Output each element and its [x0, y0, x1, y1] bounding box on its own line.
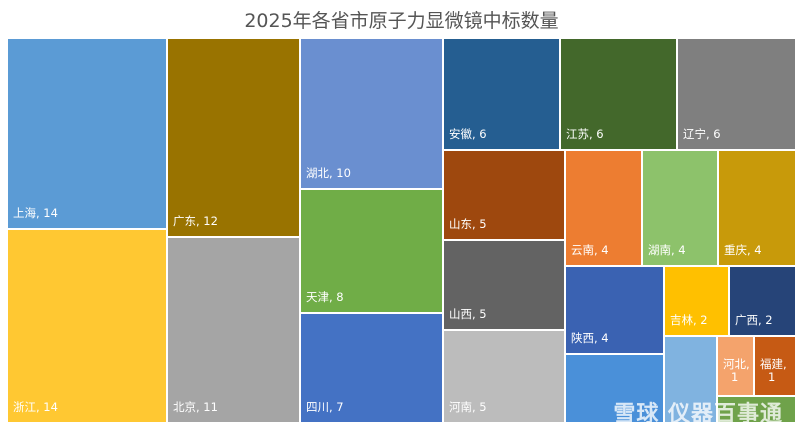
- treemap-cell-16-label: 陕西, 4: [571, 331, 609, 345]
- chart-title: 2025年各省市原子力显微镜中标数量: [244, 10, 559, 32]
- treemap-cell-7: [444, 39, 559, 149]
- treemap-cell-1-label: 浙江, 14: [13, 400, 58, 414]
- treemap-cell-13-label: 云南, 4: [571, 243, 609, 257]
- treemap-cell-9-label: 辽宁, 6: [683, 127, 721, 141]
- treemap-cell-4: [301, 39, 442, 188]
- treemap-cell-15: [719, 151, 795, 265]
- treemap-cell-9: [678, 39, 795, 149]
- treemap-cell-18-label: 广西, 2: [735, 313, 773, 327]
- treemap-cell-2: [168, 39, 299, 236]
- treemap-cell-1: [8, 230, 166, 422]
- treemap-cell-15-label: 重庆, 4: [724, 243, 762, 257]
- treemap-cell-20-label: 福建, 1: [760, 357, 787, 384]
- treemap-cell-3-label: 北京, 11: [173, 400, 218, 414]
- treemap-cell-12-label: 河南, 5: [449, 400, 487, 414]
- treemap-cell-18: [730, 267, 795, 335]
- treemap-cell-10-label: 山东, 5: [449, 217, 487, 231]
- watermark: 雪球 仪器百事通: [613, 402, 783, 427]
- treemap-cell-21: [566, 355, 663, 422]
- treemap-cell-19-label: 河北, 1: [723, 357, 750, 384]
- treemap-cell-12: [444, 331, 564, 422]
- treemap-cell-17: [665, 267, 728, 335]
- treemap-cell-4-label: 湖北, 10: [306, 166, 351, 180]
- treemap-cell-2-label: 广东, 12: [173, 214, 218, 228]
- treemap-cell-19: [718, 337, 753, 395]
- treemap-cell-3: [168, 238, 299, 422]
- treemap-cell-5-label: 天津, 8: [306, 290, 344, 304]
- treemap-cell-6: [301, 314, 442, 422]
- treemap-cell-8-label: 江苏, 6: [566, 127, 604, 141]
- treemap-cell-6-label: 四川, 7: [306, 400, 344, 414]
- treemap-cell-20: [755, 337, 795, 395]
- treemap-cell-8: [561, 39, 676, 149]
- treemap-cell-14: [643, 151, 717, 265]
- treemap-cell-10: [444, 151, 564, 239]
- treemap-cell-0-label: 上海, 14: [13, 206, 58, 220]
- treemap-cell-5: [301, 190, 442, 312]
- treemap-cell-11-label: 山西, 5: [449, 307, 487, 321]
- treemap-cell-17-label: 吉林, 2: [670, 313, 708, 327]
- treemap-cell-0: [8, 39, 166, 228]
- treemap-cell-13: [566, 151, 641, 265]
- treemap-cell-11: [444, 241, 564, 329]
- treemap-cell-23: [718, 397, 795, 422]
- treemap-cell-7-label: 安徽, 6: [449, 127, 487, 141]
- treemap-cell-22: [665, 337, 716, 422]
- treemap-cell-14-label: 湖南, 4: [648, 243, 686, 257]
- treemap-cell-16: [566, 267, 663, 353]
